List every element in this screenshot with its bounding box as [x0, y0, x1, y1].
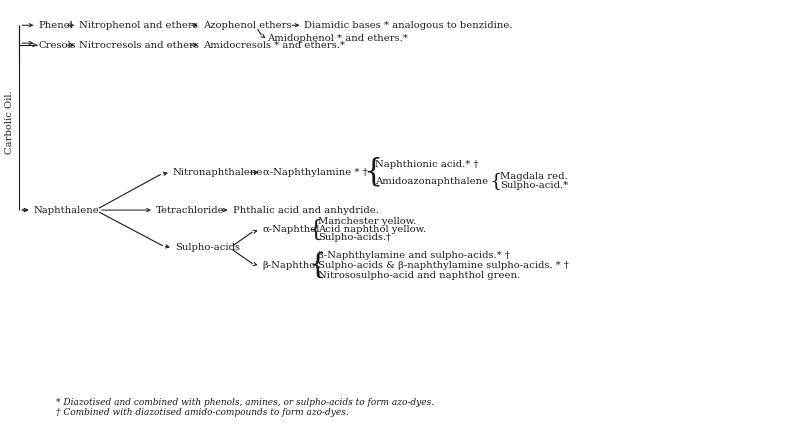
Text: Sulpho-acids & β-naphthylamine sulpho-acids. * †: Sulpho-acids & β-naphthylamine sulpho-ac…	[318, 261, 569, 270]
Text: Acid naphthol yellow.: Acid naphthol yellow.	[318, 225, 426, 234]
Text: Manchester yellow.: Manchester yellow.	[318, 217, 417, 226]
Text: Azophenol ethers: Azophenol ethers	[202, 21, 291, 30]
Text: Nitrocresols and ethers: Nitrocresols and ethers	[79, 41, 199, 50]
Text: Tetrachloride: Tetrachloride	[156, 206, 225, 214]
Text: Nitronaphthalene: Nitronaphthalene	[173, 168, 263, 177]
Text: † Combined with diazotised amido-compounds to form azo-dyes.: † Combined with diazotised amido-compoun…	[56, 408, 349, 417]
Text: Amidoazonaphthalene: Amidoazonaphthalene	[375, 177, 488, 186]
Text: {: {	[363, 157, 382, 188]
Text: Magdala red.: Magdala red.	[500, 172, 567, 181]
Text: Phthalic acid and anhydride.: Phthalic acid and anhydride.	[233, 206, 378, 214]
Text: Sulpho-acids.†: Sulpho-acids.†	[318, 233, 391, 242]
Text: β-Naphthylamine and sulpho-acids.* †: β-Naphthylamine and sulpho-acids.* †	[318, 251, 510, 260]
Text: * Diazotised and combined with phenols, amines, or sulpho-acids to form azo-dyes: * Diazotised and combined with phenols, …	[56, 398, 434, 408]
Text: Diamidic bases * analogous to benzidine.: Diamidic bases * analogous to benzidine.	[304, 21, 513, 30]
Text: Naphthalene: Naphthalene	[34, 206, 99, 214]
Text: Naphthionic acid.* †: Naphthionic acid.* †	[375, 160, 478, 169]
Text: Cresols: Cresols	[38, 41, 76, 50]
Text: α-Naphthylamine * †: α-Naphthylamine * †	[263, 168, 368, 177]
Text: Sulpho-acids: Sulpho-acids	[174, 244, 240, 252]
Text: Carbolic Oil.: Carbolic Oil.	[5, 91, 14, 154]
Text: Phenol: Phenol	[38, 21, 73, 30]
Text: {: {	[490, 172, 502, 190]
Text: Amidophenol * and ethers.*: Amidophenol * and ethers.*	[267, 34, 408, 43]
Text: Nitrophenol and ethers: Nitrophenol and ethers	[79, 21, 198, 30]
Text: Nitrososulpho-acid and naphthol green.: Nitrososulpho-acid and naphthol green.	[318, 271, 521, 280]
Text: Amidocresols * and ethers.*: Amidocresols * and ethers.*	[202, 41, 345, 50]
Text: {: {	[308, 219, 322, 241]
Text: Sulpho-acid.*: Sulpho-acid.*	[500, 181, 568, 190]
Text: β-Naphthol: β-Naphthol	[262, 261, 319, 270]
Text: α-Naphthol: α-Naphthol	[262, 225, 320, 234]
Text: {: {	[308, 252, 326, 279]
